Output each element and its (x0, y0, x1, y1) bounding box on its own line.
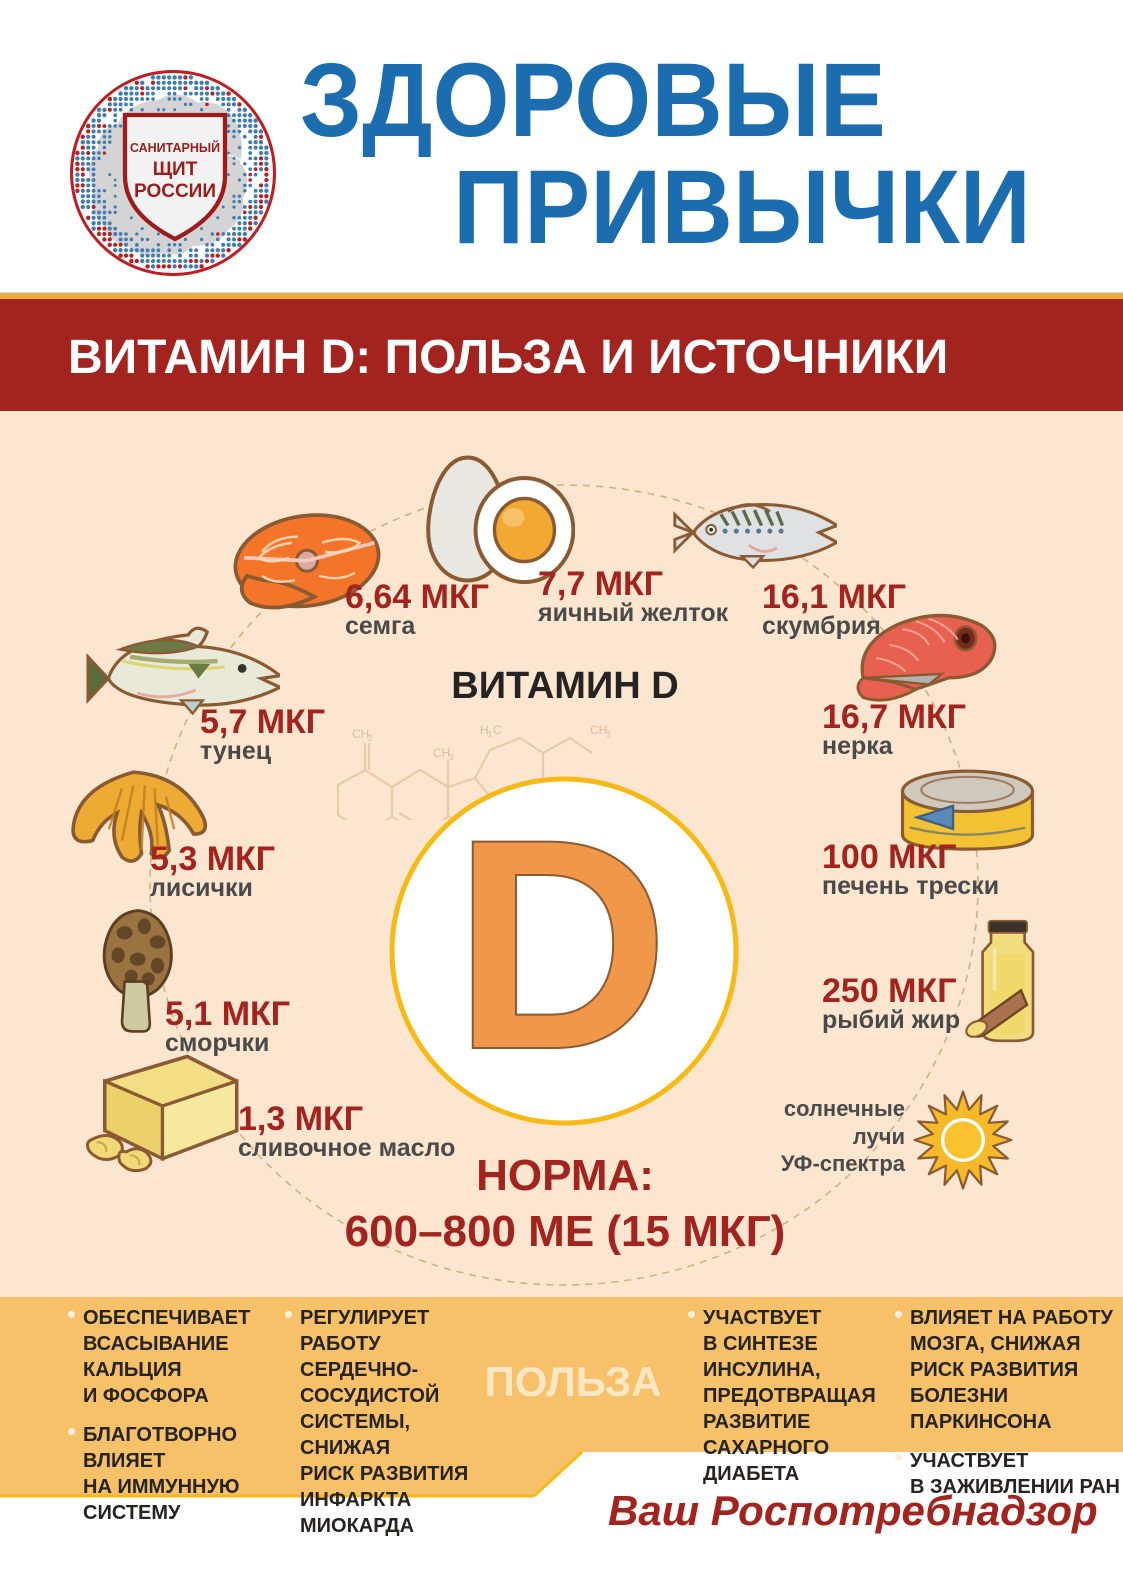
svg-text:CH: CH (433, 746, 450, 760)
svg-text:3: 3 (487, 730, 492, 739)
svg-text:CH: CH (590, 723, 607, 737)
svg-text:3: 3 (449, 753, 454, 762)
svg-text:CH: CH (352, 727, 369, 741)
svg-text:2: 2 (368, 734, 373, 743)
svg-text:D: D (453, 776, 670, 1112)
svg-text:HO: HO (330, 819, 348, 820)
svg-text:3: 3 (606, 730, 611, 739)
svg-text:C: C (493, 723, 502, 737)
